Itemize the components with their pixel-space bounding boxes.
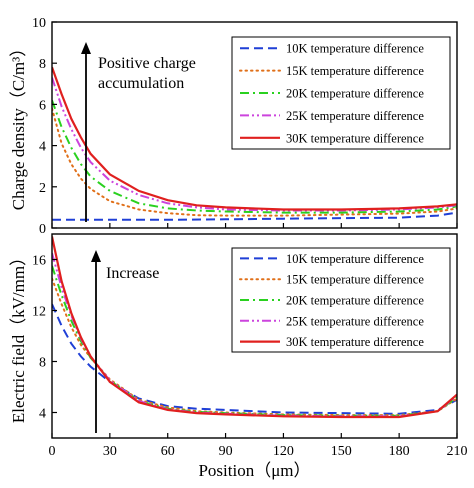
x-tick-label: 0 bbox=[49, 444, 56, 459]
x-tick-label: 120 bbox=[273, 444, 294, 459]
x-tick-label: 150 bbox=[331, 444, 352, 459]
annotation-arrowhead bbox=[91, 250, 101, 262]
plot-frame bbox=[51, 233, 458, 439]
y-axis-label: Electric field（kV/mm） bbox=[9, 249, 28, 423]
chart-panel-1: 0 2 4 6 8 10 Charge density（C/m³） Positive char… bbox=[9, 16, 458, 237]
legend-label: 30K temperature difference bbox=[286, 131, 424, 145]
series-line-2-5 bbox=[52, 236, 457, 419]
y-tick-label: 8 bbox=[39, 57, 46, 72]
y-tick-label: 0 bbox=[39, 222, 46, 237]
x-tick-label: 180 bbox=[389, 444, 410, 459]
series-line-2-1 bbox=[52, 303, 457, 415]
y-tick-label: 2 bbox=[39, 181, 46, 196]
x-axis-label: Position（μm） bbox=[198, 461, 310, 480]
y-tick-label: 6 bbox=[39, 98, 46, 113]
legend-label: 25K temperature difference bbox=[286, 109, 424, 123]
legend-label: 10K temperature difference bbox=[286, 42, 424, 56]
chart-panel-2: 4 8 12 16 0 30 60 90 120 150 180 210 Electric field（… bbox=[9, 233, 468, 480]
series-line-1-5 bbox=[52, 66, 457, 211]
series-line-1-4 bbox=[52, 77, 457, 212]
series-line-1-1 bbox=[52, 211, 457, 221]
y-tick-label: 10 bbox=[32, 16, 46, 31]
y-tick-label: 4 bbox=[39, 140, 46, 155]
legend-box bbox=[231, 247, 451, 353]
annotation-text: Positive charge bbox=[98, 55, 196, 72]
annotation-arrowhead bbox=[81, 42, 91, 54]
x-tick-label: 90 bbox=[219, 444, 233, 459]
series-line-1-2 bbox=[52, 107, 457, 217]
x-tick-label: 30 bbox=[103, 444, 117, 459]
annotation-text: Increase bbox=[106, 265, 159, 282]
legend-label: 10K temperature difference bbox=[286, 252, 424, 266]
y-tick-label: 8 bbox=[39, 356, 46, 371]
x-tick-label: 60 bbox=[161, 444, 175, 459]
y-axis-label: Charge density（C/m³） bbox=[9, 40, 28, 211]
legend: 10K temperature difference 15K temperatur… bbox=[231, 36, 451, 150]
annotation-text: accumulation bbox=[98, 75, 184, 92]
legend-label: 15K temperature difference bbox=[286, 273, 424, 287]
legend-box bbox=[231, 36, 451, 150]
x-tick-label: 210 bbox=[447, 444, 468, 459]
legend-label: 25K temperature difference bbox=[286, 314, 424, 328]
series-line-1-3 bbox=[52, 99, 457, 214]
y-tick-label: 12 bbox=[32, 305, 46, 320]
legend-label: 20K temperature difference bbox=[286, 87, 424, 101]
legend-label: 15K temperature difference bbox=[286, 64, 424, 78]
y-tick-label: 4 bbox=[39, 407, 46, 422]
y-tick-label: 16 bbox=[32, 254, 46, 269]
legend: 10K temperature difference 15K temperatur… bbox=[231, 247, 451, 353]
plot-frame bbox=[51, 21, 458, 229]
legend-label: 30K temperature difference bbox=[286, 335, 424, 349]
legend-label: 20K temperature difference bbox=[286, 294, 424, 308]
